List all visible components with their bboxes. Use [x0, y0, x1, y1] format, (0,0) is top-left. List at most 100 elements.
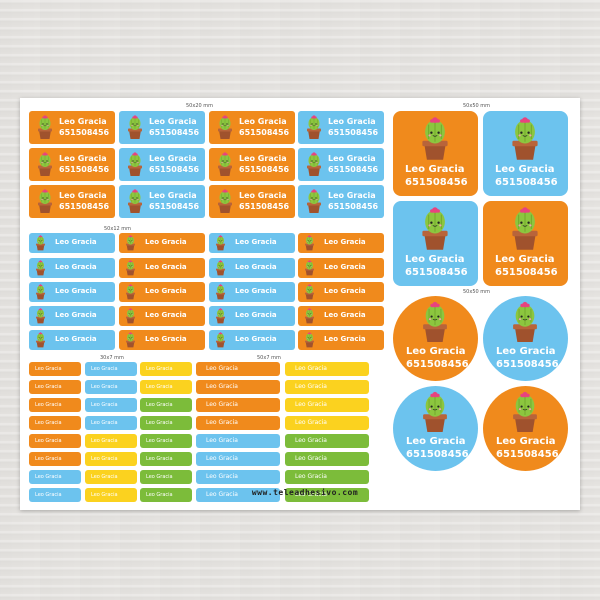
dim-label-50x12: 50x12 mm — [104, 226, 132, 232]
sticker-name: Leo Gracia — [55, 263, 97, 271]
sticker-name: Leo Gracia — [324, 311, 366, 319]
sticker-name: Leo Gracia — [59, 154, 107, 163]
sticker-name: Leo Gracia — [295, 365, 327, 372]
name-sticker: Leo Gracia — [140, 452, 192, 466]
name-sticker: Leo Gracia — [285, 362, 369, 376]
sticker-name: Leo Gracia — [295, 455, 327, 462]
sticker-name: Leo Gracia — [406, 436, 466, 447]
sticker-name: Leo Gracia — [295, 383, 327, 390]
cactus-icon — [124, 235, 137, 251]
sticker-name: Leo Gracia — [59, 117, 107, 126]
name-sticker: Leo Gracia — [119, 258, 205, 278]
sticker-name: Leo Gracia — [496, 436, 556, 447]
name-sticker: Leo Gracia 651508456 — [483, 111, 568, 196]
sticker-code: 651508456 — [328, 202, 379, 211]
name-sticker: Leo Gracia — [29, 330, 115, 350]
cactus-icon — [214, 260, 227, 276]
sticker-code: 651508456 — [496, 449, 559, 460]
cactus-icon — [125, 115, 145, 140]
sticker-name: Leo Gracia — [146, 456, 173, 462]
name-sticker: Leo Gracia — [140, 416, 192, 430]
sticker-name: Leo Gracia — [55, 287, 97, 295]
name-sticker: Leo Gracia — [29, 362, 81, 376]
name-sticker: Leo Gracia — [196, 488, 280, 502]
cactus-icon — [303, 332, 316, 348]
sticker-name: Leo Gracia — [146, 366, 173, 372]
sticker-name: Leo Gracia — [91, 456, 118, 462]
name-sticker: Leo Gracia — [119, 282, 205, 302]
cactus-icon — [214, 235, 227, 251]
cactus-icon — [508, 391, 542, 434]
name-sticker: Leo Gracia — [285, 416, 369, 430]
sticker-name: Leo Gracia — [206, 419, 238, 426]
sticker-name: Leo Gracia — [146, 402, 173, 408]
sticker-name: Leo Gracia — [91, 366, 118, 372]
name-sticker: Leo Gracia 651508456 — [483, 296, 568, 381]
sticker-name: Leo Gracia — [295, 419, 327, 426]
sticker-code: 651508456 — [239, 128, 290, 137]
sticker-code: 651508456 — [328, 128, 379, 137]
sticker-name: Leo Gracia — [35, 402, 62, 408]
cactus-icon — [214, 308, 227, 324]
cactus-icon — [303, 284, 316, 300]
cactus-icon — [35, 189, 55, 214]
name-sticker: Leo Gracia — [298, 258, 384, 278]
sticker-name: Leo Gracia — [495, 164, 555, 175]
name-sticker: Leo Gracia — [85, 434, 137, 448]
cactus-icon — [215, 115, 235, 140]
sticker-name: Leo Gracia — [91, 402, 118, 408]
sticker-name: Leo Gracia — [35, 384, 62, 390]
sticker-name: Leo Gracia — [239, 154, 287, 163]
sticker-name: Leo Gracia — [206, 383, 238, 390]
sticker-name: Leo Gracia — [239, 117, 287, 126]
sticker-name: Leo Gracia — [295, 437, 327, 444]
name-sticker: Leo Gracia — [298, 233, 384, 253]
name-sticker: Leo Gracia 651508456 — [393, 111, 478, 196]
cactus-icon — [303, 235, 316, 251]
sticker-name: Leo Gracia — [55, 335, 97, 343]
name-sticker: Leo Gracia 651508456 — [29, 185, 115, 218]
sticker-name: Leo Gracia — [496, 346, 556, 357]
sticker-code: 651508456 — [405, 267, 468, 278]
cactus-icon — [124, 332, 137, 348]
sticker-name: Leo Gracia — [206, 473, 238, 480]
sticker-name: Leo Gracia — [55, 311, 97, 319]
cactus-icon — [303, 260, 316, 276]
sticker-name: Leo Gracia — [149, 154, 197, 163]
sticker-name: Leo Gracia — [91, 384, 118, 390]
sticker-name: Leo Gracia — [146, 474, 173, 480]
name-sticker: Leo Gracia — [285, 434, 369, 448]
cactus-icon — [215, 152, 235, 177]
dim-label-50x7: 50x7 mm — [257, 355, 281, 361]
sticker-name: Leo Gracia — [146, 384, 173, 390]
name-sticker: Leo Gracia — [85, 416, 137, 430]
cactus-icon — [304, 152, 324, 177]
sticker-name: Leo Gracia — [145, 335, 187, 343]
sticker-code: 651508456 — [149, 128, 200, 137]
sticker-name: Leo Gracia — [146, 492, 173, 498]
name-sticker: Leo Gracia 651508456 — [298, 185, 384, 218]
cactus-icon — [418, 301, 452, 344]
name-sticker: Leo Gracia — [140, 488, 192, 502]
dim-label-50x20: 50x20 mm — [186, 103, 214, 109]
cactus-icon — [304, 189, 324, 214]
name-sticker: Leo Gracia — [196, 416, 280, 430]
name-sticker: Leo Gracia — [140, 380, 192, 394]
name-sticker: Leo Gracia — [29, 416, 81, 430]
sticker-name: Leo Gracia — [235, 263, 277, 271]
name-sticker: Leo Gracia 651508456 — [209, 148, 295, 181]
sticker-code: 651508456 — [59, 165, 110, 174]
name-sticker: Leo Gracia — [29, 398, 81, 412]
cactus-icon — [34, 284, 47, 300]
name-sticker: Leo Gracia — [140, 434, 192, 448]
sticker-name: Leo Gracia — [145, 263, 187, 271]
cactus-icon — [214, 284, 227, 300]
name-sticker: Leo Gracia 651508456 — [393, 201, 478, 286]
name-sticker: Leo Gracia — [298, 330, 384, 350]
sticker-code: 651508456 — [239, 165, 290, 174]
dim-label-50x50-round: 50x50 mm — [463, 289, 491, 295]
cactus-icon — [125, 152, 145, 177]
sticker-name: Leo Gracia — [149, 117, 197, 126]
cactus-icon — [34, 308, 47, 324]
cactus-icon — [507, 116, 543, 162]
